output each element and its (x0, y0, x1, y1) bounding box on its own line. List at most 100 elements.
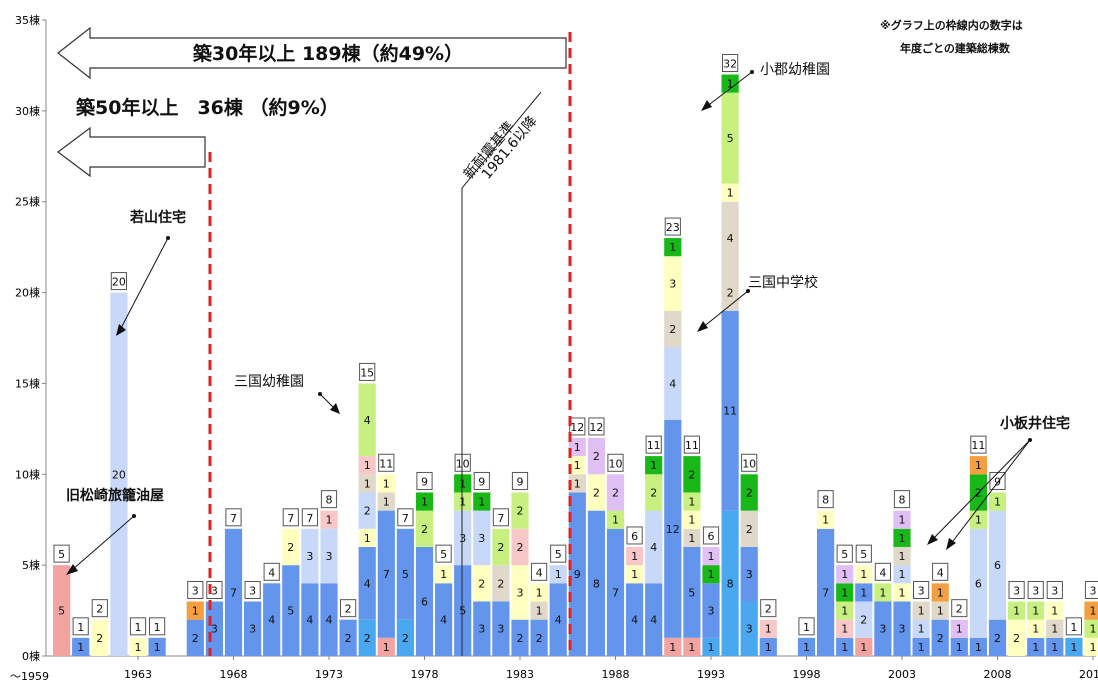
y-tick-label: 20棟 (15, 286, 40, 300)
segment-value-label: 1 (383, 477, 390, 490)
segment-value-label: 2 (364, 632, 371, 645)
bar-total-label: 1 (77, 621, 84, 634)
bar-total-label: 3 (1013, 584, 1020, 597)
segment-value-label: 3 (746, 623, 753, 636)
segment-value-label: 1 (918, 623, 925, 636)
x-tick-label: 2013 (1079, 668, 1098, 681)
segment-value-label: 1 (536, 586, 543, 599)
bar-total-label: 7 (497, 512, 504, 525)
annotation-wakayama: 若山住宅 (129, 209, 186, 226)
segment-value-label: 2 (650, 486, 657, 499)
bar-total-label: 3 (918, 584, 925, 597)
bar-total-label: 3 (249, 584, 256, 597)
bar-total-label: 1 (135, 621, 142, 634)
segment-value-label: 1 (536, 605, 543, 618)
segment-value-label: 2 (937, 632, 944, 645)
segment-value-label: 2 (860, 614, 867, 627)
segment-value-label: 1 (364, 477, 371, 490)
segment-value-label: 1 (708, 550, 715, 563)
segment-value-label: 1 (192, 605, 199, 618)
segment-value-label: 1 (994, 496, 1001, 509)
bar-total-label: 2 (96, 603, 103, 616)
over30-label: 築30年以上 189棟（約49%） (192, 42, 463, 65)
segment-value-label: 1 (650, 459, 657, 472)
segment-value-label: 6 (975, 577, 982, 590)
bar-total-label: 6 (631, 530, 638, 543)
segment-value-label: 4 (306, 614, 313, 627)
segment-value-label: 4 (727, 232, 734, 245)
segment-value-label: 4 (268, 614, 275, 627)
segment-value-label: 1 (688, 641, 695, 654)
segment-value-label: 1 (135, 641, 142, 654)
segment-value-label: 1 (77, 641, 84, 654)
segment-value-label: 2 (746, 486, 753, 499)
segment-value-label: 2 (593, 486, 600, 499)
segment-value-label: 11 (723, 405, 737, 418)
bar-total-label: 12 (589, 421, 603, 434)
segment-value-label: 2 (746, 523, 753, 536)
segment-value-label: 3 (899, 623, 906, 636)
bar-total-label: 1 (154, 621, 161, 634)
x-tick-label: 1973 (315, 668, 343, 681)
segment-value-label: 12 (666, 523, 680, 536)
segment-value-label: 1 (631, 550, 638, 563)
bar-total-label: 20 (112, 276, 126, 289)
segment-value-label: 2 (402, 632, 409, 645)
bar-total-label: 11 (685, 439, 699, 452)
note-line-1: ※グラフ上の枠線内の数字は (880, 18, 1023, 32)
segment-value-label: 2 (727, 287, 734, 300)
segment-value-label: 1 (688, 514, 695, 527)
x-tick-label: 1978 (411, 668, 439, 681)
arrow-wakayama (120, 238, 168, 330)
segment-value-label: 3 (708, 605, 715, 618)
segment-value-label: 1 (841, 605, 848, 618)
segment-value-label: 2 (497, 541, 504, 554)
segment-value-label: 3 (669, 277, 676, 290)
segment-value-label: 1 (459, 496, 466, 509)
bar-total-label: 9 (421, 475, 428, 488)
segment-value-label: 5 (459, 605, 466, 618)
segment-value-label: 1 (975, 641, 982, 654)
segment-value-label: 1 (918, 641, 925, 654)
segment-value-label: 3 (746, 568, 753, 581)
segment-value-label: 8 (593, 577, 600, 590)
y-tick-label: 30棟 (15, 104, 40, 118)
segment-value-label: 2 (669, 323, 676, 336)
bar-total-label: 2 (956, 603, 963, 616)
segment-value-label: 1 (1090, 623, 1097, 636)
segment-value-label: 20 (112, 468, 126, 481)
segment-value-label: 1 (841, 586, 848, 599)
segment-value-label: 1 (421, 496, 428, 509)
y-tick-label: 35棟 (15, 13, 40, 27)
bar-total-label: 9 (517, 475, 524, 488)
y-tick-label: 0棟 (22, 649, 40, 663)
segment-value-label: 1 (708, 641, 715, 654)
bar-total-label: 7 (306, 512, 313, 525)
segment-value-label: 4 (326, 614, 333, 627)
segment-value-label: 4 (650, 614, 657, 627)
bar-total-label: 5 (58, 548, 65, 561)
segment-value-label: 2 (536, 632, 543, 645)
y-tick-label: 25棟 (15, 195, 40, 209)
segment-value-label: 1 (574, 441, 581, 454)
segment-value-label: 1 (727, 187, 734, 200)
bar-total-label: 10 (456, 457, 470, 470)
segment-value-label: 5 (287, 605, 294, 618)
annotation-koitai: 小板井住宅 (1000, 415, 1070, 432)
segment-value-label: 3 (326, 550, 333, 563)
bar-total-label: 32 (723, 58, 737, 71)
segment-value-label: 9 (574, 568, 581, 581)
segment-value-label: 1 (975, 514, 982, 527)
segment-value-label: 1 (1032, 623, 1039, 636)
segment-value-label: 1 (937, 586, 944, 599)
bar-total-label: 5 (841, 548, 848, 561)
bar-total-label: 6 (708, 530, 715, 543)
segment-value-label: 1 (860, 641, 867, 654)
segment-value-label: 1 (1051, 641, 1058, 654)
segment-value-label: 1 (708, 568, 715, 581)
annotation-mikuni-junior: 三国中学校 (748, 274, 818, 291)
segment-value-label: 1 (1051, 605, 1058, 618)
segment-value-label: 1 (364, 532, 371, 545)
x-tick-label: 2008 (984, 668, 1012, 681)
segment-value-label: 3 (879, 623, 886, 636)
